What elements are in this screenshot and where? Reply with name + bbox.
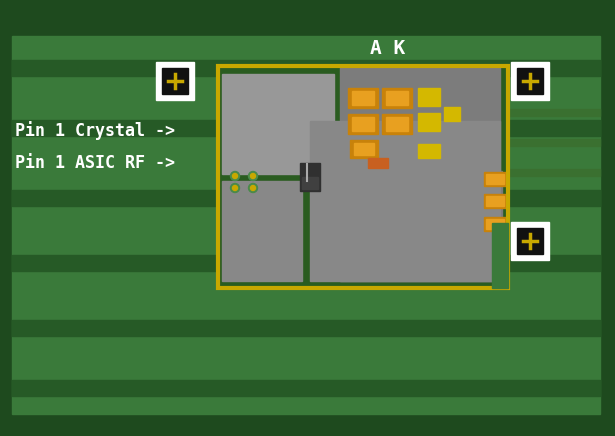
Bar: [12, 60, 600, 76]
Text: Pin 1 ASIC RF ->: Pin 1 ASIC RF ->: [15, 154, 175, 172]
Bar: [517, 68, 543, 94]
Bar: [310, 121, 500, 281]
Bar: [12, 320, 600, 336]
Bar: [511, 62, 549, 100]
Circle shape: [231, 171, 239, 181]
Bar: [418, 88, 440, 106]
Bar: [12, 380, 600, 396]
Bar: [484, 194, 506, 208]
Bar: [302, 177, 318, 189]
Bar: [352, 117, 374, 131]
Circle shape: [232, 185, 237, 191]
Bar: [350, 140, 378, 158]
Bar: [300, 163, 320, 191]
Bar: [218, 66, 508, 288]
Bar: [368, 158, 388, 168]
Bar: [418, 113, 440, 131]
Bar: [340, 171, 502, 281]
Bar: [348, 114, 378, 134]
Text: Pin 1 Crystal ->: Pin 1 Crystal ->: [15, 121, 175, 140]
Bar: [517, 228, 543, 254]
Bar: [444, 107, 460, 121]
Bar: [12, 120, 600, 136]
Bar: [0, 0, 12, 436]
Circle shape: [248, 171, 258, 181]
Bar: [12, 36, 600, 414]
Bar: [386, 117, 408, 131]
Bar: [600, 0, 615, 436]
Text: A K: A K: [370, 39, 405, 58]
Bar: [386, 91, 408, 105]
Bar: [0, 414, 615, 436]
Circle shape: [250, 185, 255, 191]
Circle shape: [248, 184, 258, 193]
Bar: [511, 222, 549, 260]
Bar: [222, 181, 302, 281]
Bar: [418, 144, 440, 158]
Bar: [382, 88, 412, 108]
Bar: [382, 114, 412, 134]
Bar: [484, 172, 506, 186]
Circle shape: [250, 174, 255, 178]
Bar: [492, 223, 508, 288]
Bar: [510, 109, 600, 116]
Bar: [484, 217, 506, 231]
Bar: [348, 88, 378, 108]
Bar: [510, 139, 600, 146]
Bar: [352, 91, 374, 105]
Bar: [12, 255, 600, 271]
Bar: [486, 174, 504, 184]
Bar: [222, 74, 334, 174]
Bar: [162, 68, 188, 94]
Bar: [510, 169, 600, 176]
Bar: [12, 190, 600, 206]
Bar: [354, 143, 374, 155]
Bar: [0, 0, 615, 36]
Bar: [340, 66, 500, 281]
Bar: [156, 62, 194, 100]
Bar: [486, 196, 504, 206]
Bar: [486, 219, 504, 229]
Circle shape: [231, 184, 239, 193]
Circle shape: [232, 174, 237, 178]
Bar: [218, 66, 508, 288]
